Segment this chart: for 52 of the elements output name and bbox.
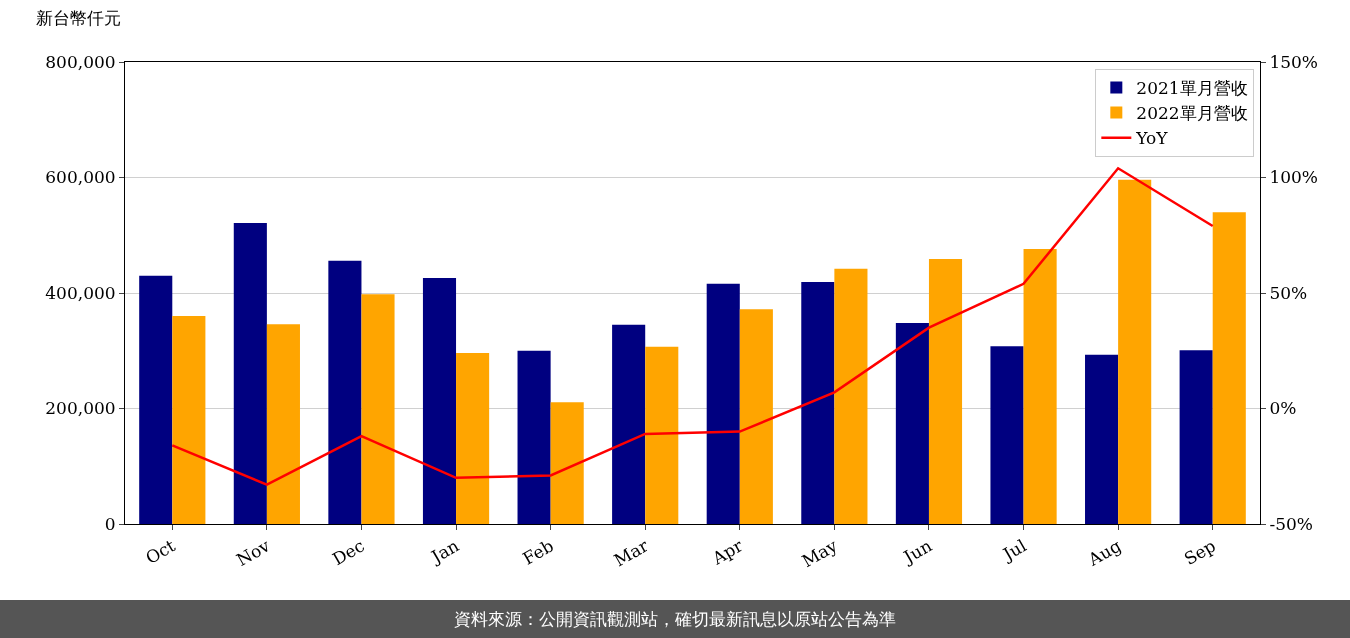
x-tick-label: Dec xyxy=(328,535,368,570)
bar xyxy=(422,277,457,524)
x-tick-label: Aug xyxy=(1083,535,1125,571)
x-tick-label: Jan xyxy=(426,535,463,568)
line-series xyxy=(171,167,1214,486)
y2-tick-label: 50% xyxy=(1269,282,1308,303)
bar xyxy=(1085,354,1119,524)
bar xyxy=(172,316,206,524)
y-tick-label: 200,000 xyxy=(45,398,116,419)
x-tick-label: May xyxy=(798,535,841,572)
bar xyxy=(612,324,646,524)
x-tick-label: Mar xyxy=(610,534,653,571)
bar xyxy=(1212,212,1246,524)
bar xyxy=(928,258,963,524)
bar xyxy=(1179,350,1213,524)
bar xyxy=(361,294,395,524)
source-note: 資料來源：公開資訊觀測站，確切最新訊息以原站公告為準 xyxy=(0,600,1350,638)
x-tick-label: Sep xyxy=(1180,535,1220,570)
bar xyxy=(517,350,551,524)
bar xyxy=(1023,249,1057,524)
bar xyxy=(456,353,490,524)
y2-tick-label: 0% xyxy=(1269,398,1297,419)
y-tick-label: 800,000 xyxy=(45,51,116,72)
legend-label: 2022單月營收 xyxy=(1136,103,1248,124)
bar xyxy=(550,402,584,524)
bar xyxy=(645,346,679,524)
legend-label: 2021單月營收 xyxy=(1136,78,1248,99)
bar xyxy=(266,324,300,524)
y2-tick-label: -50% xyxy=(1269,513,1313,534)
bar xyxy=(139,275,173,524)
bar xyxy=(990,346,1024,524)
y2-tick-label: 150% xyxy=(1269,51,1319,72)
y-axis-title: 新台幣仟元 xyxy=(36,8,121,28)
y-tick-label: 600,000 xyxy=(45,167,116,188)
bar xyxy=(233,223,267,524)
x-tick-label: Jul xyxy=(997,535,1030,566)
legend-label: YoY xyxy=(1135,128,1169,149)
y-tick-label: 0 xyxy=(104,513,116,534)
bar xyxy=(739,309,773,524)
bar xyxy=(1118,179,1152,524)
y2-tick-label: 100% xyxy=(1269,167,1319,188)
x-tick-label: Feb xyxy=(519,535,557,569)
x-tick-label: Jun xyxy=(898,535,936,569)
x-tick-label: Oct xyxy=(142,535,179,568)
bar xyxy=(834,268,868,524)
bar xyxy=(801,282,835,524)
bar xyxy=(328,260,362,524)
x-tick-label: Apr xyxy=(708,534,747,569)
x-tick-label: Nov xyxy=(233,535,274,571)
bar xyxy=(895,323,929,524)
y-tick-label: 400,000 xyxy=(45,282,116,303)
bar xyxy=(706,283,740,524)
